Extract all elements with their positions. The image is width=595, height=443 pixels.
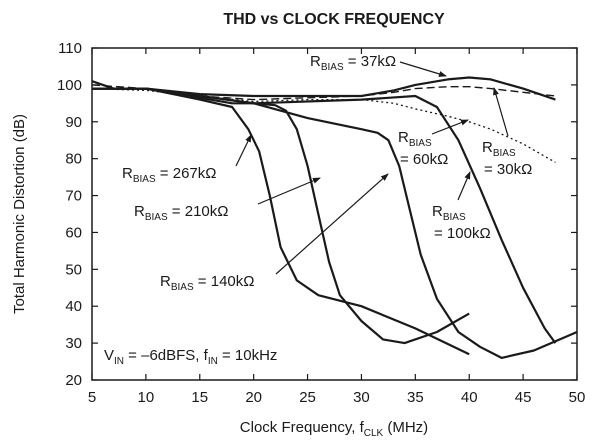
y-tick-label: 20 (65, 372, 82, 389)
x-tick-label: 45 (515, 389, 532, 406)
annotation-part: BIAS (409, 138, 432, 149)
x-tick-label: 20 (245, 389, 262, 406)
series-line (91, 76, 556, 101)
condition-note-part: = 10kHz (218, 347, 278, 364)
annotation-part: = 267kΩ (156, 165, 217, 182)
x-tick-label: 35 (407, 389, 424, 406)
annotation: RBIAS = 100kΩ (432, 203, 491, 242)
condition-note-part: IN (208, 356, 218, 367)
annotation-part: BIAS (171, 282, 194, 293)
annotation: RBIAS = 60kΩ (398, 129, 448, 168)
annotation: RBIAS = 140kΩ (160, 273, 254, 293)
annotation-part: BIAS (145, 212, 168, 223)
annotation-part: BIAS (321, 62, 344, 73)
annotation: RBIAS = 267kΩ (122, 165, 216, 185)
x-tick-label: 25 (299, 389, 316, 406)
plot-frame (91, 47, 578, 381)
annotation-arrow (457, 171, 471, 201)
x-axis-label: Clock Frequency, fCLK (MHz) (240, 419, 428, 439)
y-axis-label: Total Harmonic Distortion (dB) (11, 114, 28, 314)
condition-note: VIN = –6dBFS, fIN = 10kHz (104, 347, 277, 367)
annotation-part: R (160, 273, 171, 290)
y-tick-label: 100 (57, 77, 82, 94)
condition-note-part: V (104, 347, 114, 364)
annotation-arrow (257, 177, 321, 205)
annotation-part: = 37kΩ (344, 53, 397, 70)
x-tick-label: 15 (191, 389, 208, 406)
x-tick-label: 30 (353, 389, 370, 406)
annotation-part: R (310, 53, 321, 70)
x-axis-label-part: CLK (364, 428, 384, 439)
y-tick-label: 30 (65, 335, 82, 352)
annotation: RBIAS = 37kΩ (310, 53, 396, 73)
annotation-arrow (275, 173, 389, 275)
annotation-part: = 140kΩ (194, 273, 255, 290)
x-tick-label: 40 (461, 389, 478, 406)
annotation-part: = 60kΩ (400, 151, 448, 168)
annotation-part: R (122, 165, 133, 182)
x-tick-label: 10 (138, 389, 155, 406)
y-tick-label: 40 (65, 298, 82, 315)
condition-note-part: = –6dBFS, f (124, 347, 209, 364)
annotation: RBIAS = 210kΩ (134, 203, 228, 223)
annotation-part: BIAS (443, 212, 466, 223)
annotation-arrow (235, 134, 252, 167)
series-line (92, 87, 557, 344)
y-tick-label: 60 (65, 224, 82, 241)
annotation-part: BIAS (133, 174, 156, 185)
annotation-part: = 30kΩ (484, 161, 532, 178)
annotation-part: R (482, 139, 493, 156)
annotation-part: R (398, 129, 409, 146)
x-tick-label: 5 (88, 389, 96, 406)
annotation-arrow (399, 61, 447, 77)
series-line (92, 87, 470, 345)
annotation-part: = 210kΩ (168, 203, 229, 220)
y-tick-label: 70 (65, 188, 82, 205)
y-tick-label: 90 (65, 114, 82, 131)
y-tick-label: 80 (65, 151, 82, 168)
annotation-part: BIAS (493, 148, 516, 159)
annotation-part: R (432, 203, 443, 220)
annotation-arrow (493, 87, 509, 137)
annotation: RBIAS = 30kΩ (482, 139, 532, 178)
condition-note-part: IN (114, 356, 124, 367)
annotation-arrow (431, 119, 469, 135)
y-tick-label: 50 (65, 261, 82, 278)
chart-title: THD vs CLOCK FREQUENCY (223, 11, 445, 28)
x-tick-label: 50 (569, 389, 586, 406)
series-line (92, 87, 578, 359)
x-axis-label-part: (MHz) (383, 419, 428, 436)
annotation-part: = 100kΩ (434, 225, 491, 242)
series-line (92, 87, 470, 356)
annotation-part: R (134, 203, 145, 220)
y-tick-label: 110 (58, 40, 82, 57)
x-axis-label-part: Clock Frequency, f (240, 419, 365, 436)
